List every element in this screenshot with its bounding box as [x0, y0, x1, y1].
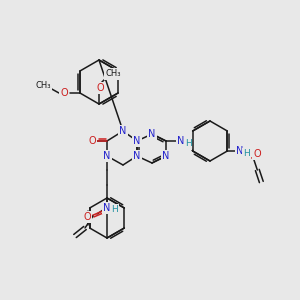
Text: N: N — [148, 129, 156, 139]
Text: O: O — [83, 212, 91, 222]
Text: N: N — [162, 151, 170, 161]
Text: CH₃: CH₃ — [35, 80, 51, 89]
Text: CH₃: CH₃ — [105, 70, 121, 79]
Text: N: N — [236, 146, 243, 156]
Text: N: N — [103, 151, 111, 161]
Text: H: H — [243, 149, 250, 158]
Text: O: O — [88, 136, 96, 146]
Text: H: H — [112, 206, 118, 214]
Text: O: O — [60, 88, 68, 98]
Text: N: N — [119, 126, 127, 136]
Text: N: N — [119, 126, 127, 136]
Text: N: N — [133, 136, 141, 146]
Text: N: N — [103, 203, 111, 213]
Text: H: H — [184, 140, 191, 148]
Text: N: N — [103, 151, 111, 161]
Text: O: O — [96, 83, 104, 93]
Text: O: O — [254, 149, 261, 159]
Text: N: N — [177, 136, 185, 146]
Text: N: N — [133, 151, 141, 161]
